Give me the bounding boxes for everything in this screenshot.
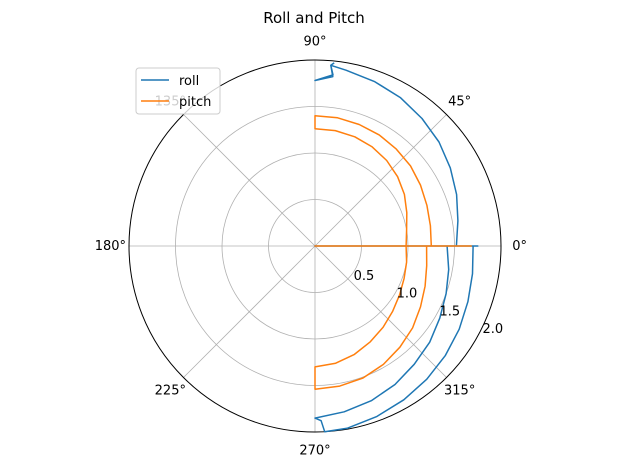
legend-label-pitch: pitch <box>179 95 211 110</box>
angle-tick-label: 270° <box>299 444 330 459</box>
chart-title: Roll and Pitch <box>263 9 365 27</box>
angle-tick-label: 225° <box>155 384 186 399</box>
legend: roll pitch <box>135 67 221 115</box>
radial-tick-label: 0.5 <box>354 269 375 284</box>
radial-tick-label: 2.0 <box>482 322 503 337</box>
series-line-roll <box>314 62 479 433</box>
angle-tick-label: 315° <box>444 384 475 399</box>
radial-tick-label: 1.0 <box>397 287 418 302</box>
polar-frame <box>128 59 502 433</box>
angle-tick-label: 180° <box>95 239 126 254</box>
angle-tick-label: 90° <box>303 34 326 49</box>
angle-tick-label: 45° <box>448 94 471 109</box>
legend-label-roll: roll <box>179 74 199 89</box>
radial-tick-label: 1.5 <box>440 304 461 319</box>
angle-tick-label: 0° <box>512 239 527 254</box>
series-layer <box>314 62 479 433</box>
series-line-pitch <box>314 115 472 390</box>
